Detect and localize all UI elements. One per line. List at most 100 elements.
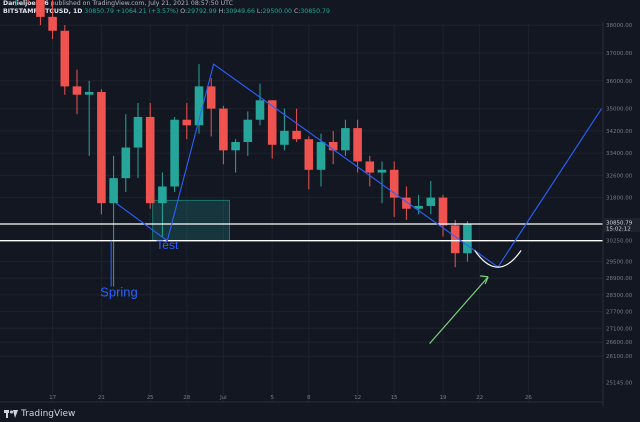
price-tick-label-7: 29500.00 [606,260,633,266]
time-tick-label-7: 12 [354,395,361,401]
time-axis[interactable]: 17 21 25 28 Jul 5 8 12 15 19 22 26 [0,395,603,403]
candle-body-28 [353,128,362,162]
price-tick-label-13: 34200.00 [606,129,633,135]
grid-lines [0,24,603,402]
high-label: H: [218,7,226,15]
current-price-badge [603,218,640,232]
open-value: 29792.99 [187,7,217,15]
candle-body-21 [267,100,277,145]
countdown-label: 15:02:12 [606,227,631,233]
price-tick-label-6: 28900.00 [606,276,633,282]
candle-body-17 [219,108,228,151]
candles [15,0,472,287]
candle-body-31 [389,169,399,198]
time-tick-label-10: 22 [476,395,483,401]
price-tick-label-12: 33400.00 [606,151,633,157]
candle-body-26 [328,141,338,151]
time-tick-label-5: 5 [270,395,274,401]
open-label: O: [180,7,188,15]
candle-body-33 [414,205,423,209]
time-tick-label-4: Jul [219,395,227,401]
price-axis[interactable]: 25145.00 26100.00 26600.00 27100.00 27700.00… [602,0,640,406]
close-value: 30850.79 [300,7,330,15]
candle-body-36 [450,225,460,254]
price-tick-label-1: 26100.00 [606,354,633,360]
annotation-label-1: Spring [100,284,138,299]
price-tick-label-17: 38000.00 [606,23,633,29]
arrow-shaft [429,276,489,344]
time-tick-label-0: 17 [49,395,56,401]
time-tick-label-8: 15 [391,395,398,401]
price-tick-label-2: 26600.00 [606,340,633,346]
close-label: C: [293,7,301,15]
candle-body-32 [402,197,411,209]
high-value: 30949.66 [225,7,255,15]
price-tick-label-15: 36000.00 [606,79,633,85]
candle-body-4 [60,30,70,87]
candle-body-8 [109,178,118,204]
low-value: 29500.00 [262,7,292,15]
price-tick-label-0: 25145.00 [606,381,633,387]
candle-body-34 [426,197,436,206]
candle-body-18 [231,141,240,151]
time-tick-label-2: 25 [147,395,154,401]
candle-body-35 [438,197,448,226]
price-tick-label-8: 30250.00 [606,239,633,245]
candle-body-22 [280,130,289,145]
last-price: 30850.79 [84,7,114,15]
price-tick-label-18: 39000.00 [606,0,633,1]
candle-body-15 [194,86,204,126]
candle-body-9 [121,147,131,179]
price-tick-label-16: 37000.00 [606,51,633,57]
candle-body-30 [377,169,387,173]
candle-body-20 [255,100,265,120]
price-tick-label-14: 35000.00 [606,107,633,113]
candle-body-7 [97,91,106,204]
price-tick-label-11: 32600.00 [606,173,633,179]
test-zone-box [152,199,230,242]
test-zone [152,199,230,242]
candle-body-11 [145,116,155,204]
candle-body-3 [48,16,57,31]
author-name[interactable]: Danieljoe916 [3,0,49,7]
current-price-label: 30850.79 [606,221,633,227]
candle-body-23 [292,130,301,140]
time-tick-label-6: 8 [307,395,311,401]
time-tick-label-9: 19 [440,395,447,401]
candle-body-12 [158,186,167,204]
time-tick-label-3: 28 [183,395,190,401]
annotation-label-0: Test [156,238,179,252]
candle-body-5 [72,86,82,95]
footer: TradingView [4,408,75,420]
candle-body-27 [341,128,350,151]
time-tick-label-11: 26 [525,395,532,401]
publish-info: published on TradingView.com, July 21, 2… [50,0,233,7]
candle-body-2 [36,0,45,17]
publish-line: Danieljoe916 published on TradingView.co… [3,0,563,8]
candle-body-24 [304,139,314,170]
price-axis-bg [603,22,640,406]
arrow-head [480,275,489,285]
candle-body-14 [182,119,192,126]
brand-name[interactable]: TradingView [21,409,76,419]
price-tick-label-3: 27100.00 [606,326,633,332]
drawings: Test Spring [0,63,603,344]
candle-body-29 [365,161,375,173]
price-tick-label-10: 31800.00 [606,196,633,202]
candle-body-37 [463,224,472,254]
candle-body-16 [206,86,216,109]
candle-body-13 [170,119,179,187]
price-tick-label-4: 27700.00 [606,310,633,316]
low-label: L: [256,7,263,15]
candle-body-19 [243,119,253,142]
time-tick-label-1: 21 [98,395,105,401]
bottom-arc [474,250,522,268]
price-change: +1064.21 (+3.57%) [115,7,179,15]
price-tick-label-5: 28300.00 [606,293,633,299]
candle-body-25 [316,141,326,170]
candle-body-6 [84,91,94,95]
candle-body-10 [133,116,143,148]
tradingview-logo-icon [4,409,18,418]
trend-path [115,63,603,268]
